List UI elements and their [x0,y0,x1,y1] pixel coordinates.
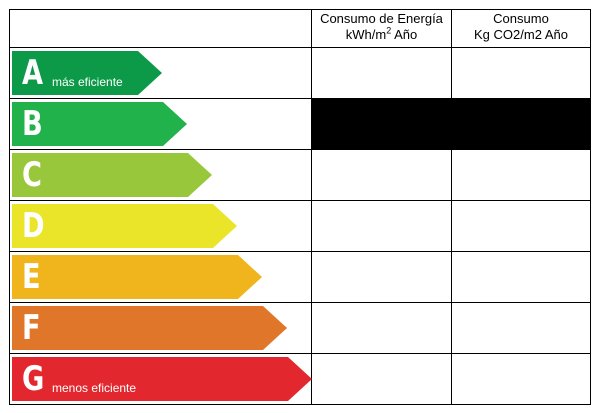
rating-arrow-c: C [12,153,212,197]
rating-arrow-e: E [12,255,262,299]
energy-unit-base: kWh/m [345,27,387,42]
co2-value-cell [451,302,591,354]
rating-caption: menos eficiente [52,381,137,395]
rating-row-d: D [9,200,591,252]
rating-caption: más eficiente [52,75,123,89]
rating-letter: F [22,308,41,348]
rating-arrow-f: F [12,306,287,350]
co2-value-cell [451,251,591,303]
co2-value-cell [451,353,591,405]
energy-value-cell [311,98,452,150]
rating-bar-cell: B [9,98,312,150]
co2-value-cell [451,200,591,252]
rating-arrow-shape [12,357,312,401]
rating-bar-cell: C [9,149,312,201]
energy-value-cell [311,353,452,405]
rating-bar-cell: D [9,200,312,252]
rating-letter: E [22,257,41,297]
header-empty-cell [9,9,312,48]
energy-unit-suffix: Año [391,27,418,42]
rating-arrow-shape [12,255,262,299]
rating-bar-cell: F [9,302,312,354]
rating-arrow-b: B [12,102,187,146]
co2-value-cell [451,47,591,99]
rating-row-c: C [9,149,591,201]
energy-value-cell [311,251,452,303]
co2-header-line1: Consumo [493,11,549,26]
energy-label-table: Consumo de Energía kWh/m2 Año Consumo Kg… [9,9,591,405]
rating-arrow-shape [12,51,162,95]
energy-value-cell [311,302,452,354]
energy-header-line2: kWh/m2 Año [312,25,451,43]
rating-letter: G [22,359,45,399]
rating-arrow-shape [12,153,212,197]
co2-value-cell [451,149,591,201]
rating-row-b: B [9,98,591,150]
co2-header-line2: Kg CO2/m2 Año [474,27,568,42]
energy-value-cell [311,200,452,252]
energy-consumption-header: Consumo de Energía kWh/m2 Año [311,9,452,48]
rating-row-f: F [9,302,591,354]
rating-arrow-shape [12,204,237,248]
co2-consumption-header: Consumo Kg CO2/m2 Año [451,9,591,48]
co2-value-cell [451,98,591,150]
rating-arrow-d: D [12,204,237,248]
rating-letter: A [22,53,44,93]
rating-bar-cell: E [9,251,312,303]
energy-value-cell [311,47,452,99]
rating-letter: B [22,104,43,144]
energy-value-cell [311,149,452,201]
header-row: Consumo de Energía kWh/m2 Año Consumo Kg… [9,9,591,48]
rating-arrow-shape [12,306,287,350]
rating-letter: D [22,206,45,246]
rating-row-e: E [9,251,591,303]
rating-letter: C [22,155,42,195]
rating-arrow-shape [12,102,187,146]
energy-header-line1: Consumo de Energía [320,11,443,26]
energy-unit-exponent: 2 [386,25,392,36]
